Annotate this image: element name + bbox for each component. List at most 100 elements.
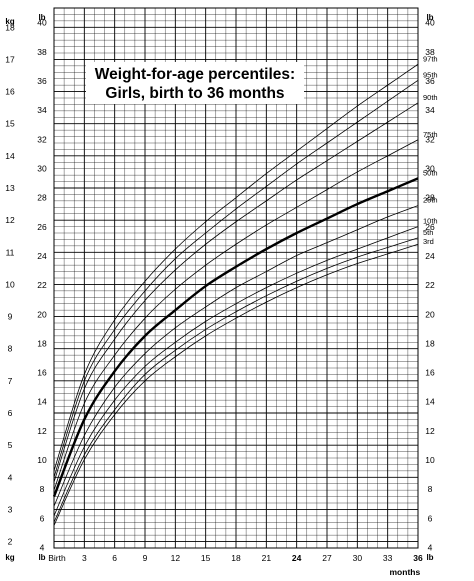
kg-unit-top-left: kg xyxy=(5,17,14,26)
lb-tick-left-label: 18 xyxy=(37,338,47,348)
lb-tick-right-label: 22 xyxy=(425,280,435,290)
x-tick-label: 18 xyxy=(231,553,241,563)
percentile-curve-3rd xyxy=(53,243,419,526)
percentile-curve-5th xyxy=(53,237,419,523)
x-tick-label: Birth xyxy=(48,553,66,563)
kg-tick-label: 9 xyxy=(8,312,13,322)
lb-tick-left-label: 14 xyxy=(37,397,47,407)
lb-tick-right-label: 30 xyxy=(425,163,435,173)
percentile-label-90th: 90th xyxy=(423,93,438,102)
percentile-label-75th: 75th xyxy=(423,130,438,139)
percentile-curve-50th xyxy=(52,177,419,498)
lb-tick-left-label: 6 xyxy=(40,513,45,523)
lb-tick-left-label: 38 xyxy=(37,47,47,57)
x-tick-label: 30 xyxy=(353,553,363,563)
percentile-curve-25th xyxy=(53,205,419,507)
kg-tick-label: 2 xyxy=(8,537,13,547)
percentile-label-97th: 97th xyxy=(423,54,438,63)
x-tick-label: 3 xyxy=(82,553,87,563)
kg-tick-label: 8 xyxy=(8,344,13,354)
lb-tick-right-label: 14 xyxy=(425,397,435,407)
lb-tick-left-label: 32 xyxy=(37,134,47,144)
percentile-curve-95th xyxy=(53,79,419,478)
lb-tick-right-label: 6 xyxy=(428,513,433,523)
kg-tick-label: 17 xyxy=(5,54,15,64)
percentile-label-3rd: 3rd xyxy=(423,237,434,246)
chart-title-line-1: Weight-for-age percentiles: xyxy=(95,66,295,83)
kg-tick-label: 4 xyxy=(8,472,13,482)
lb-tick-left-label: 24 xyxy=(37,251,47,261)
lb-tick-left-label: 12 xyxy=(37,426,47,436)
x-axis-unit-label: months xyxy=(390,567,421,577)
lb-tick-left-label: 10 xyxy=(37,455,47,465)
lb-tick-right-label: 34 xyxy=(425,105,435,115)
kg-tick-label: 6 xyxy=(8,408,13,418)
percentile-curve-97th xyxy=(53,63,419,471)
percentile-curve-10th xyxy=(53,226,419,517)
lb-tick-right-label: 40 xyxy=(425,18,435,28)
x-tick-label: 27 xyxy=(322,553,332,563)
lb-tick-right-label: 28 xyxy=(425,193,435,203)
percentile-label-50th: 50th xyxy=(423,168,438,177)
kg-unit-bottom-left: kg xyxy=(5,553,14,562)
kg-tick-label: 16 xyxy=(5,87,15,97)
kg-tick-label: 10 xyxy=(5,279,15,289)
chart-title-box: Weight-for-age percentiles: Girls, birth… xyxy=(86,62,304,104)
lb-tick-left-label: 16 xyxy=(37,368,47,378)
lb-tick-left-label: 20 xyxy=(37,309,47,319)
lb-tick-left-label: 30 xyxy=(37,163,47,173)
x-tick-label: 33 xyxy=(383,553,393,563)
lb-tick-left-label: 40 xyxy=(37,18,47,28)
lb-tick-left-label: 34 xyxy=(37,105,47,115)
kg-tick-label: 5 xyxy=(8,440,13,450)
kg-tick-label: 18 xyxy=(5,22,15,32)
lb-tick-right-label: 26 xyxy=(425,222,435,232)
lb-tick-right-label: 8 xyxy=(428,484,433,494)
kg-tick-label: 12 xyxy=(5,215,15,225)
lb-tick-left-label: 4 xyxy=(40,543,45,553)
lb-tick-right-label: 24 xyxy=(425,251,435,261)
lb-unit-bottom-left: lb xyxy=(38,553,45,562)
x-tick-label: 12 xyxy=(171,553,181,563)
kg-tick-label: 3 xyxy=(8,504,13,514)
lb-tick-left-label: 22 xyxy=(37,280,47,290)
percentile-curve-75th xyxy=(53,139,419,491)
x-tick-label: 15 xyxy=(201,553,211,563)
lb-tick-right-label: 16 xyxy=(425,368,435,378)
lb-tick-left-label: 28 xyxy=(37,193,47,203)
kg-tick-label: 11 xyxy=(6,247,15,257)
lb-tick-left-label: 36 xyxy=(37,76,47,86)
x-tick-label: 6 xyxy=(112,553,117,563)
x-tick-label: 24 xyxy=(292,553,302,563)
lb-unit-bottom-right: lb xyxy=(426,553,433,562)
lb-tick-right-label: 38 xyxy=(425,47,435,57)
percentile-curves xyxy=(52,63,419,526)
chart-grid xyxy=(53,7,419,549)
x-tick-label: 21 xyxy=(262,553,272,563)
lb-tick-left-label: 8 xyxy=(40,484,45,494)
percentile-label-95th: 95th xyxy=(423,70,438,79)
percentile-label-10th: 10th xyxy=(423,217,438,226)
chart-title-line-2: Girls, birth to 36 months xyxy=(105,85,284,102)
lb-tick-right-label: 32 xyxy=(425,134,435,144)
kg-tick-label: 13 xyxy=(5,183,15,193)
lb-tick-right-label: 10 xyxy=(425,455,435,465)
lb-tick-right-label: 36 xyxy=(425,76,435,86)
lb-tick-right-label: 4 xyxy=(428,543,433,553)
kg-tick-label: 15 xyxy=(5,119,15,129)
x-tick-label: 36 xyxy=(413,553,423,563)
lb-tick-right-label: 12 xyxy=(425,426,435,436)
percentile-label-25th: 25th xyxy=(423,196,438,205)
percentile-label-5th: 5th xyxy=(423,228,433,237)
lb-tick-right-label: 20 xyxy=(425,309,435,319)
kg-tick-label: 14 xyxy=(5,151,15,161)
x-tick-label: 9 xyxy=(143,553,148,563)
lb-tick-left-label: 26 xyxy=(37,222,47,232)
percentile-curve-90th xyxy=(53,102,419,483)
kg-tick-label: 7 xyxy=(8,376,13,386)
lb-unit-top-left: lb xyxy=(38,13,45,22)
plot-frame xyxy=(53,7,419,549)
